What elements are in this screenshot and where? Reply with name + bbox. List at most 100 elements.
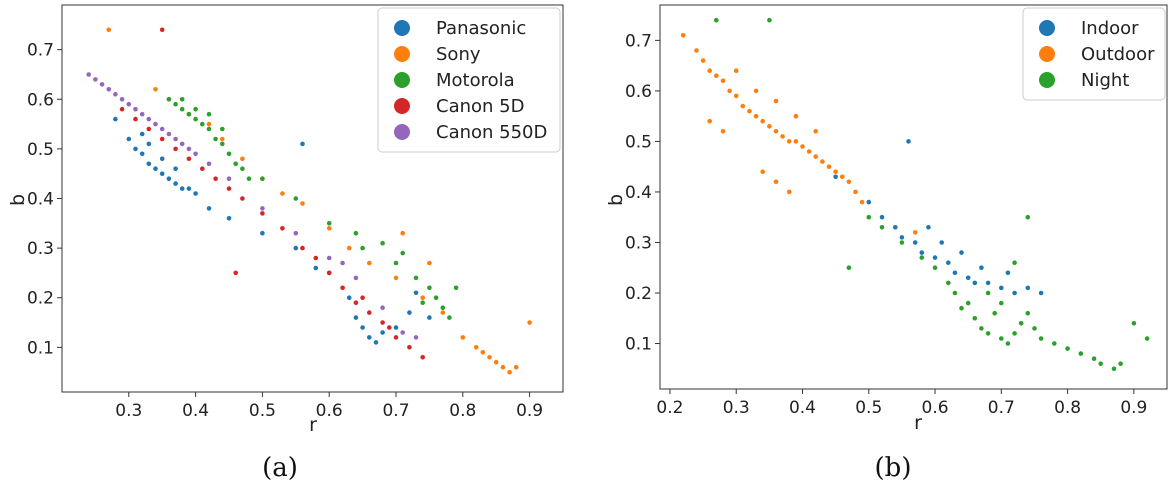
plot-frame-b [659,4,1168,390]
point-panasonic-4 [146,161,152,167]
x-tick-label-5: 0.8 [449,401,476,421]
point-motorola-23 [427,285,432,291]
x-tick-label-5: 0.7 [988,398,1015,418]
point-outdoor-7 [733,93,739,99]
point-canon-550d-16 [193,151,198,157]
point-outdoor-15 [786,139,792,144]
point-canon-5d-5 [186,156,192,162]
point-canon-5d-20 [407,345,412,350]
y-tick-label-2: 0.3 [625,233,652,253]
point-motorola-17 [260,176,265,181]
ticks-layer-a: 0.3 0.4 0.5 0.6 0.7 0.8 0.9 0.1 0.2 0.3 0.4 0.5 0.6 0… [27,41,543,421]
point-outdoor-26 [859,199,865,205]
ticks-layer-b: 0.2 0.3 0.4 0.5 0.6 0.7 0.8 0.9 0.1 0.2 0.3 0.4 0.5 0… [625,31,1147,418]
point-outdoor-31 [813,129,818,134]
point-indoor-20 [1005,270,1011,276]
legend-label-canon-550d: Canon 550D [436,122,547,143]
point-sony-16 [460,335,466,340]
point-night-34 [959,305,964,311]
legend-marker-canon-5d [394,98,410,114]
point-outdoor-6 [727,88,732,94]
point-panasonic-25 [353,315,359,320]
point-indoor-14 [1012,290,1017,296]
point-panasonic-15 [139,131,145,137]
point-canon-5d-19 [393,335,399,340]
point-canon-5d-24 [360,295,365,301]
point-outdoor-24 [846,179,852,185]
point-night-26 [1111,366,1117,372]
point-outdoor-5 [720,78,726,84]
y-tick-label-4: 0.5 [625,132,652,152]
point-motorola-11 [240,166,245,171]
x-tick-label-0: 0.3 [115,401,142,421]
point-night-29 [985,290,991,296]
legend-box-a [377,7,561,153]
point-outdoor-0 [680,33,686,38]
point-panasonic-17 [293,245,299,251]
point-panasonic-9 [179,186,185,191]
point-motorola-31 [353,230,359,236]
point-night-20 [1038,336,1044,341]
point-indoor-11 [972,280,978,286]
x-tick-label-2: 0.5 [249,401,276,421]
point-panasonic-20 [346,295,352,301]
point-outdoor-25 [853,189,858,195]
legend-label-night: Night [1081,70,1129,91]
point-motorola-3 [186,111,192,117]
point-motorola-16 [179,97,185,102]
point-panasonic-26 [393,325,399,330]
point-night-25 [1098,361,1103,367]
point-canon-5d-0 [119,106,125,112]
point-panasonic-16 [260,230,265,236]
point-night-13 [985,331,991,336]
point-motorola-25 [440,305,446,311]
legend-marker-outdoor [1039,46,1055,62]
point-panasonic-5 [153,166,158,171]
point-motorola-18 [293,196,299,201]
point-panasonic-8 [173,181,178,186]
point-panasonic-18 [313,265,319,271]
legend-label-sony: Sony [436,44,481,65]
y-tick-label-6: 0.7 [625,31,652,51]
point-panasonic-28 [427,315,432,320]
legend-marker-panasonic [394,20,410,36]
x-tick-label-0: 0.2 [656,398,683,418]
point-canon-5d-11 [280,226,285,231]
point-sony-12 [367,260,372,266]
point-outdoor-4 [714,73,719,78]
legend-marker-night [1039,72,1055,88]
point-indoor-21 [959,250,964,255]
point-canon-5d-12 [300,245,305,251]
point-canon-550d-9 [146,116,152,122]
x-axis-label-a: r [309,414,317,436]
x-tick-label-6: 0.8 [1054,398,1081,418]
point-canon-5d-9 [240,196,245,201]
point-canon-5d-4 [173,146,178,152]
x-tick-label-7: 0.9 [1120,398,1147,418]
point-motorola-10 [233,161,238,167]
point-outdoor-16 [793,139,799,144]
point-motorola-21 [393,260,399,266]
point-outdoor-30 [793,113,799,119]
point-sony-18 [487,355,492,360]
point-night-21 [1052,341,1057,346]
point-motorola-28 [453,285,459,291]
point-outdoor-18 [806,149,812,154]
point-motorola-19 [326,221,332,226]
point-canon-5d-14 [326,270,332,276]
point-motorola-14 [206,111,212,117]
point-panasonic-14 [173,166,178,171]
point-outdoor-35 [707,118,712,124]
point-motorola-2 [179,106,185,112]
point-motorola-5 [200,121,205,127]
point-outdoor-14 [780,134,785,139]
point-canon-550d-21 [326,255,332,261]
point-canon-550d-11 [159,126,165,132]
point-motorola-8 [220,141,225,147]
point-sony-0 [106,27,112,33]
points-layer-b [680,17,1150,372]
point-panasonic-3 [139,151,145,157]
point-outdoor-20 [820,159,825,164]
point-outdoor-2 [700,58,706,63]
